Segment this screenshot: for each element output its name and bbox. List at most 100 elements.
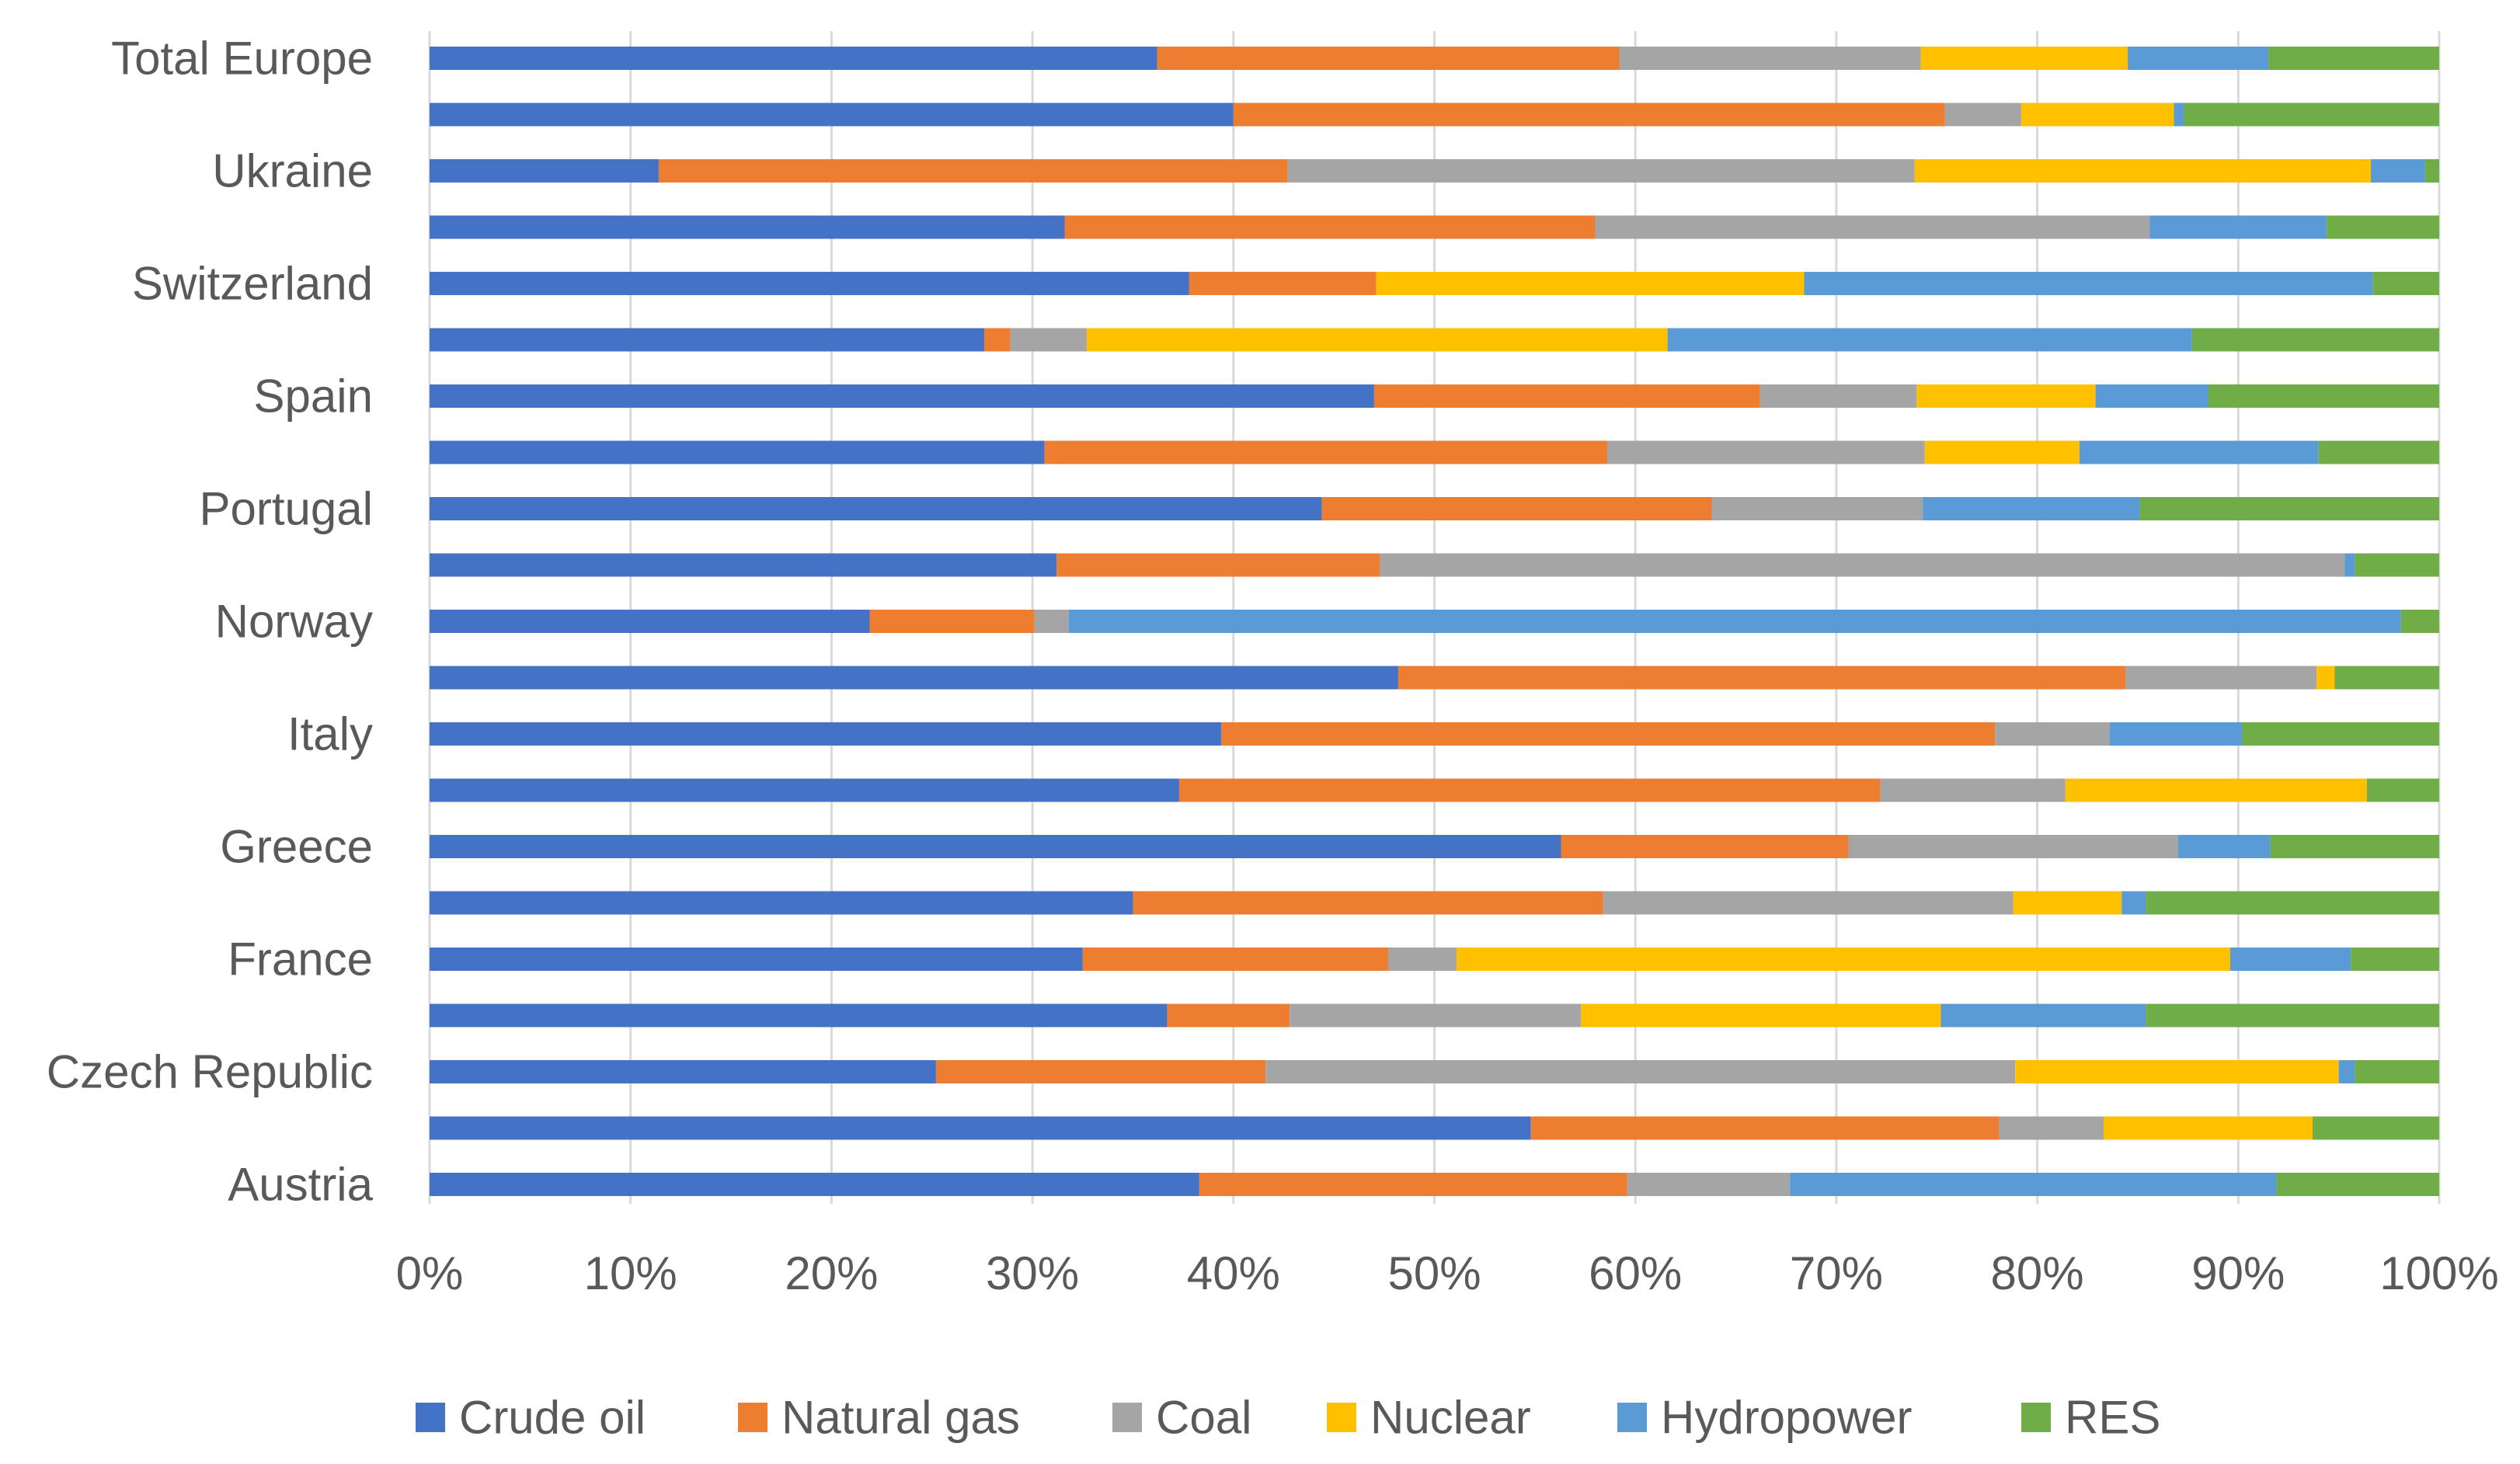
bar-segment (430, 272, 1189, 295)
bar-segment (1178, 778, 1881, 802)
bar-segment (2424, 159, 2439, 183)
bar-segment (1034, 610, 1069, 633)
bar-segment (1880, 778, 2066, 802)
bar-segment (430, 159, 659, 183)
bar-segment (2208, 384, 2439, 408)
bar-segment (2344, 553, 2355, 577)
bar-segment (1086, 328, 1668, 352)
x-tick-labels: 0% 10% 20% 30% 40% 50% 60% 70% 80% 90% 100% (396, 1247, 2499, 1299)
bar-segment (1265, 1060, 2016, 1083)
bar-segment (1380, 553, 2345, 577)
bar-segment (2371, 159, 2425, 183)
bar-segment (430, 497, 1322, 520)
bar-segment (1944, 103, 2021, 127)
category-label: Total Europe (111, 33, 373, 85)
bar-segment (430, 948, 1083, 971)
bar-segment (1848, 835, 2178, 858)
bar-segment (430, 1003, 1168, 1028)
bar-segment (430, 666, 1398, 690)
bar-segment (1199, 1173, 1627, 1196)
bar-segment (1595, 215, 2150, 239)
bar-segment (1010, 328, 1087, 352)
bar-segment (1916, 384, 2096, 408)
bar-segment (1082, 948, 1388, 971)
bar-segment (2334, 666, 2439, 690)
bar-segment (2013, 891, 2122, 915)
legend-label: Hydropower (1661, 1392, 1912, 1444)
bar-segment (1581, 1003, 1941, 1028)
legend-swatch (416, 1403, 445, 1432)
bar-segment (1290, 1003, 1582, 1028)
bar-segment (2121, 891, 2146, 915)
bar-segment (1914, 159, 2372, 183)
bar-segment (1711, 497, 1923, 520)
bar-segment (1221, 722, 1996, 746)
legend-swatch (1327, 1403, 1356, 1432)
category-label: Austria (228, 1159, 373, 1211)
bar-segment (1373, 384, 1760, 408)
bar-segment (430, 384, 1374, 408)
bar-segment (430, 778, 1179, 802)
bar-segment (2268, 47, 2439, 70)
bar-segment (430, 553, 1057, 577)
bar-segment (1167, 1003, 1290, 1028)
bar-segment (2313, 1116, 2439, 1140)
category-label: Portugal (200, 483, 373, 535)
bar-segment (2021, 103, 2174, 127)
bar-segment (1603, 891, 2014, 915)
category-label: Ukraine (212, 145, 373, 197)
bar-segment (2316, 666, 2335, 690)
bar-segment (1804, 272, 2373, 295)
bar-segment (935, 1060, 1266, 1083)
bar-segment (2079, 440, 2319, 464)
bar-segment (1068, 610, 2401, 633)
x-tick-label: 30% (986, 1247, 1079, 1299)
bar-segment (2146, 891, 2439, 915)
bar-segment (430, 891, 1133, 915)
bar-segment (1940, 1003, 2146, 1028)
bar-segment (2109, 722, 2243, 746)
bar-segment (2229, 948, 2351, 971)
bar-segment (1619, 47, 1921, 70)
bar-segment (1999, 1116, 2104, 1140)
bar-segment (1627, 1173, 1791, 1196)
bar-segment (430, 328, 985, 352)
category-label: Greece (220, 821, 373, 873)
bar-segment (1044, 440, 1607, 464)
x-tick-label: 10% (584, 1247, 677, 1299)
legend-swatch (1617, 1403, 1647, 1432)
bar-segment (2355, 1060, 2439, 1083)
bars (430, 47, 2439, 1196)
x-tick-label: 80% (1991, 1247, 2084, 1299)
bar-segment (1397, 666, 2126, 690)
legend-label: RES (2065, 1392, 2160, 1444)
bar-segment (2372, 272, 2439, 295)
bar-segment (430, 215, 1065, 239)
legend-label: Natural gas (781, 1392, 1020, 1444)
bar-segment (1790, 1173, 2277, 1196)
bar-segment (1920, 47, 2128, 70)
bar-segment (1667, 328, 2192, 352)
bar-segment (1056, 553, 1380, 577)
bar-segment (658, 159, 1288, 183)
category-label: Switzerland (132, 258, 373, 310)
bar-segment (1321, 497, 1712, 520)
bar-segment (1759, 384, 1917, 408)
bar-segment (2103, 1116, 2313, 1140)
bar-segment (2146, 1003, 2439, 1028)
bar-segment (430, 835, 1561, 858)
x-tick-label: 70% (1790, 1247, 1883, 1299)
bar-segment (869, 610, 1035, 633)
x-tick-label: 20% (785, 1247, 878, 1299)
x-tick-label: 40% (1187, 1247, 1280, 1299)
category-label: Spain (254, 370, 373, 423)
bar-segment (2191, 328, 2439, 352)
legend-label: Coal (1156, 1392, 1251, 1444)
bar-segment (430, 1116, 1531, 1140)
bar-segment (430, 722, 1222, 746)
category-label: Czech Republic (47, 1046, 373, 1098)
category-label: Italy (287, 708, 373, 760)
bar-segment (1287, 159, 1915, 183)
bar-segment (2174, 103, 2184, 127)
